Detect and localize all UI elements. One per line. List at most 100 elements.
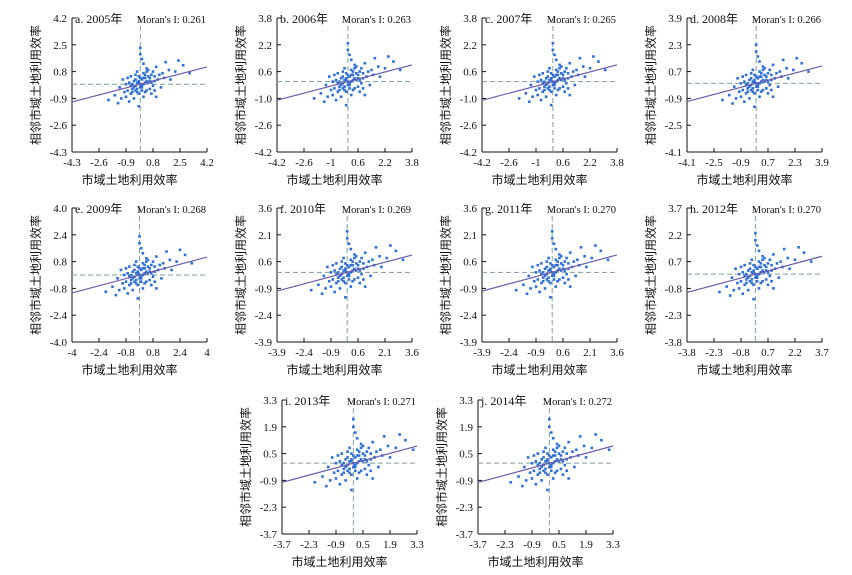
data-point xyxy=(349,247,353,251)
panel-title: d. 2008年 xyxy=(690,12,738,26)
data-point xyxy=(128,283,131,287)
data-point xyxy=(338,287,342,290)
data-point xyxy=(362,267,365,271)
data-point xyxy=(349,263,353,267)
data-point xyxy=(770,78,773,82)
y-tick-label: 4.2 xyxy=(53,13,67,25)
data-point xyxy=(530,461,534,465)
data-point xyxy=(353,431,357,434)
x-tick-label: -1 xyxy=(326,157,335,169)
data-point xyxy=(322,100,326,104)
data-point xyxy=(748,78,751,82)
data-point xyxy=(800,61,804,65)
y-tick-label: -3.7 xyxy=(260,529,278,541)
data-point xyxy=(553,82,556,85)
data-point xyxy=(188,71,191,75)
data-point xyxy=(553,83,556,87)
data-point xyxy=(373,56,377,60)
data-point xyxy=(347,242,351,246)
data-point xyxy=(753,92,756,95)
data-point xyxy=(344,77,348,80)
data-point xyxy=(345,263,349,267)
data-point xyxy=(350,452,353,455)
data-point xyxy=(143,76,147,80)
data-point xyxy=(809,260,813,263)
data-point xyxy=(771,95,775,99)
data-point xyxy=(561,73,565,77)
data-point xyxy=(121,78,125,81)
data-point xyxy=(142,62,145,66)
data-point xyxy=(335,272,338,276)
x-tick-label: -2.3 xyxy=(496,539,514,551)
data-point xyxy=(376,65,380,68)
x-tick-label: 3.8 xyxy=(610,157,624,169)
data-point xyxy=(380,265,383,269)
data-point xyxy=(755,279,759,283)
data-point xyxy=(746,82,750,85)
data-point xyxy=(140,89,144,92)
data-point xyxy=(536,263,540,267)
data-point xyxy=(764,269,768,272)
data-point xyxy=(358,70,361,73)
data-point xyxy=(521,484,524,488)
data-point xyxy=(344,78,348,82)
data-point xyxy=(361,87,365,90)
data-point xyxy=(148,278,151,282)
data-point xyxy=(543,85,546,88)
data-point xyxy=(356,263,360,267)
data-point xyxy=(565,272,568,276)
data-point xyxy=(336,82,340,85)
data-point xyxy=(592,55,595,58)
data-point xyxy=(527,100,531,104)
data-point xyxy=(552,272,556,276)
data-point xyxy=(358,260,362,263)
data-point xyxy=(534,271,538,274)
data-point xyxy=(155,287,158,290)
data-point xyxy=(369,274,372,278)
data-point xyxy=(165,250,168,253)
data-point xyxy=(127,100,131,103)
x-tick-label: 3.6 xyxy=(405,347,419,359)
data-point xyxy=(331,93,334,97)
data-point xyxy=(138,76,142,80)
data-point xyxy=(326,465,330,469)
data-point xyxy=(765,75,768,78)
data-point xyxy=(744,92,748,95)
data-point xyxy=(353,465,357,469)
y-tick-label: 0.6 xyxy=(463,67,477,79)
data-point xyxy=(561,267,565,271)
data-point xyxy=(554,68,558,72)
data-point xyxy=(139,275,143,278)
data-point xyxy=(363,251,367,254)
data-point xyxy=(754,50,758,53)
data-point xyxy=(341,87,345,90)
data-point xyxy=(763,256,766,260)
data-point xyxy=(736,77,739,80)
x-tick-label: 0.5 xyxy=(356,539,370,551)
data-point xyxy=(328,75,331,78)
data-point xyxy=(744,73,748,77)
data-point xyxy=(365,459,369,463)
data-point xyxy=(549,267,552,271)
data-point xyxy=(552,278,556,281)
data-point xyxy=(599,249,603,253)
data-point xyxy=(169,78,172,81)
data-point xyxy=(560,65,563,68)
data-point xyxy=(568,285,572,288)
data-point xyxy=(551,448,555,452)
y-tick-label: 3.3 xyxy=(459,395,473,407)
data-point xyxy=(572,260,576,263)
data-point xyxy=(367,260,371,263)
data-point xyxy=(370,68,373,72)
data-point xyxy=(309,288,313,292)
data-point xyxy=(563,446,567,450)
y-tick-label: 0.8 xyxy=(53,67,67,79)
data-point xyxy=(754,85,758,88)
data-point xyxy=(528,471,532,475)
data-point xyxy=(548,88,551,92)
data-point xyxy=(142,71,145,75)
x-tick-label: -2.5 xyxy=(705,157,723,169)
data-point xyxy=(548,417,551,421)
panel-b: 3.8 2.2 0.6 -1.0 -2.6 -4.2 -4.2 -2.6 -1 0.6 2.2 3.8… xyxy=(215,2,420,192)
data-point xyxy=(758,95,761,99)
